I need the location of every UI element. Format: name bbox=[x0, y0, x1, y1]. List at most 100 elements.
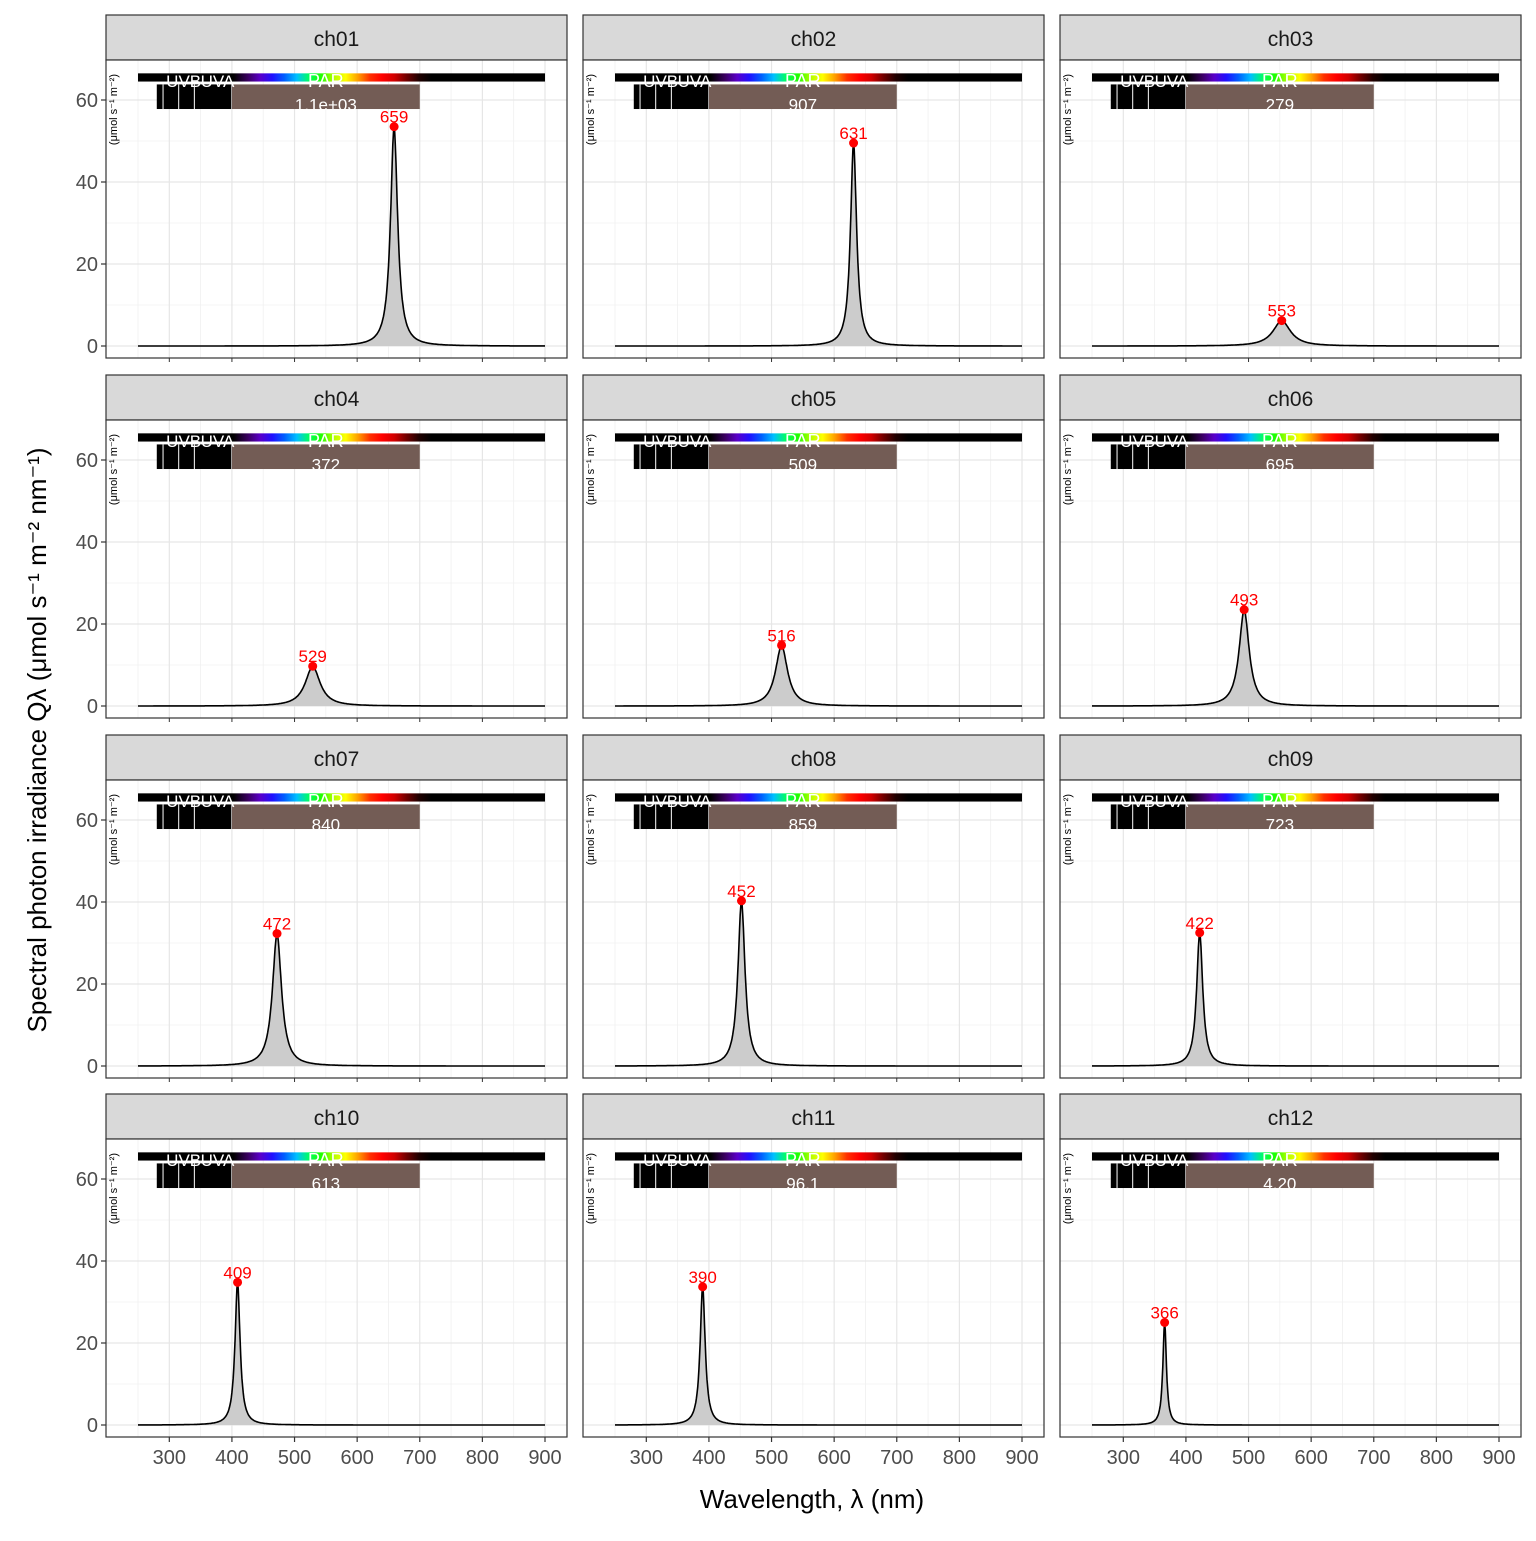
x-tick-label: 600 bbox=[817, 1447, 850, 1469]
band-unit-label: (μmol s⁻¹ m⁻²) bbox=[1062, 794, 1074, 865]
par-value-label: 279 bbox=[1266, 96, 1294, 115]
panel-ch12: ch12 UVB UVA PAR 4.20 (μmol s⁻¹ m⁻²) 366 300 400… bbox=[1059, 1093, 1522, 1469]
spectrum-line-ch05 bbox=[615, 644, 1022, 707]
band-label-uva: UVA bbox=[678, 72, 712, 91]
spectrum-colour-bar bbox=[1092, 1152, 1499, 1161]
facet-strip bbox=[1059, 374, 1522, 421]
panel-border bbox=[582, 419, 1045, 719]
facet-title: ch03 bbox=[1268, 28, 1314, 51]
spectrum-line-ch08 bbox=[615, 900, 1022, 1067]
y-tick-label: 60 bbox=[76, 450, 98, 472]
band-label-uvb: UVB bbox=[166, 432, 201, 451]
uva-box bbox=[1132, 804, 1186, 830]
uva-box bbox=[178, 804, 232, 830]
uva-box bbox=[1132, 84, 1186, 110]
band-label-uva: UVA bbox=[1155, 792, 1189, 811]
uvb-box bbox=[633, 444, 656, 470]
band-label-uva: UVA bbox=[1155, 72, 1189, 91]
band-label-uvb: UVB bbox=[643, 432, 678, 451]
panel-ch03: ch03 UVB UVA PAR 279 (μmol s⁻¹ m⁻²) 553 bbox=[1059, 14, 1522, 362]
axis-titles: Wavelength, λ (nm) Spectral photon irrad… bbox=[22, 448, 924, 1514]
peak-label-ch08: 452 bbox=[727, 882, 755, 901]
band-label-par: PAR bbox=[1262, 1150, 1298, 1170]
plot-background bbox=[106, 60, 567, 358]
band-label-par: PAR bbox=[1262, 71, 1298, 91]
y-tick-label: 20 bbox=[76, 614, 98, 636]
par-box bbox=[708, 1163, 897, 1189]
band-label-uva: UVA bbox=[678, 792, 712, 811]
facet-title: ch07 bbox=[314, 748, 360, 771]
spectrum-area-ch10 bbox=[138, 1282, 545, 1425]
par-value-label: 4.20 bbox=[1263, 1175, 1296, 1194]
par-value-label: 695 bbox=[1266, 456, 1294, 475]
par-value-label: 840 bbox=[312, 816, 340, 835]
par-box bbox=[708, 804, 897, 830]
band-label-uvb: UVB bbox=[166, 1151, 201, 1170]
panel-ch11: ch11 UVB UVA PAR 96.1 (μmol s⁻¹ m⁻²) 390 300 400… bbox=[582, 1093, 1045, 1469]
spectrum-colour-bar bbox=[615, 433, 1022, 442]
peak-point-ch01 bbox=[389, 122, 399, 132]
peak-label-ch11: 390 bbox=[688, 1268, 716, 1287]
plot-background bbox=[1060, 1139, 1521, 1437]
band-label-uvb: UVB bbox=[643, 72, 678, 91]
x-tick-label: 400 bbox=[1169, 1447, 1202, 1469]
uvb-box bbox=[156, 84, 179, 110]
panel-border bbox=[105, 779, 568, 1079]
uvb-box bbox=[1110, 1163, 1133, 1189]
panel-border bbox=[105, 1138, 568, 1438]
peak-label-ch04: 529 bbox=[299, 647, 327, 666]
panel-border bbox=[105, 59, 568, 359]
spectrum-line-ch01 bbox=[138, 126, 545, 347]
peak-point-ch10 bbox=[233, 1277, 243, 1287]
panel-ch01: ch01 UVB UVA PAR 1.1e+03 (μmol s⁻¹ m⁻²) 659 0 20… bbox=[76, 14, 568, 362]
x-tick-label: 800 bbox=[943, 1447, 976, 1469]
panel-border bbox=[1059, 419, 1522, 719]
x-tick-label: 500 bbox=[1232, 1447, 1265, 1469]
peak-point-ch04 bbox=[308, 661, 318, 671]
x-tick-label: 400 bbox=[692, 1447, 725, 1469]
peak-point-ch07 bbox=[272, 929, 282, 939]
y-tick-label: 40 bbox=[76, 532, 98, 554]
peak-point-ch09 bbox=[1195, 928, 1205, 938]
spectrum-line-ch11 bbox=[615, 1286, 1022, 1426]
band-label-uva: UVA bbox=[678, 432, 712, 451]
y-tick-label: 40 bbox=[76, 1251, 98, 1273]
uva-box bbox=[655, 804, 709, 830]
band-unit-label: (μmol s⁻¹ m⁻²) bbox=[585, 794, 597, 865]
y-tick-label: 0 bbox=[87, 336, 98, 358]
x-tick-label: 500 bbox=[755, 1447, 788, 1469]
facet-strip bbox=[105, 1093, 568, 1140]
peak-point-ch12 bbox=[1160, 1318, 1170, 1327]
facet-title: ch08 bbox=[791, 748, 837, 771]
uva-box bbox=[178, 1163, 232, 1189]
facet-title: ch10 bbox=[314, 1107, 360, 1130]
band-label-uva: UVA bbox=[201, 432, 235, 451]
facet-strip bbox=[105, 14, 568, 61]
uva-box bbox=[178, 84, 232, 110]
peak-label-ch01: 659 bbox=[380, 108, 408, 127]
par-box bbox=[1185, 1163, 1374, 1189]
y-tick-label: 0 bbox=[87, 696, 98, 718]
uvb-box bbox=[156, 444, 179, 470]
spectrum-colour-bar bbox=[138, 1152, 545, 1161]
x-tick-label: 800 bbox=[466, 1447, 499, 1469]
panel-border bbox=[582, 779, 1045, 1079]
panel-border bbox=[582, 1138, 1045, 1438]
y-tick-label: 60 bbox=[76, 90, 98, 112]
band-label-uva: UVA bbox=[201, 792, 235, 811]
panel-ch09: ch09 UVB UVA PAR 723 (μmol s⁻¹ m⁻²) 422 bbox=[1059, 734, 1522, 1082]
band-label-par: PAR bbox=[308, 1150, 344, 1170]
spectrum-area-ch03 bbox=[1092, 320, 1499, 346]
x-tick-label: 300 bbox=[153, 1447, 186, 1469]
band-label-uva: UVA bbox=[1155, 432, 1189, 451]
plot-background bbox=[583, 420, 1044, 718]
plot-background bbox=[583, 780, 1044, 1078]
spectrum-colour-bar bbox=[138, 793, 545, 802]
par-value-label: 723 bbox=[1266, 816, 1294, 835]
spectrum-colour-bar bbox=[138, 73, 545, 82]
peak-point-ch05 bbox=[777, 640, 787, 650]
peak-label-ch06: 493 bbox=[1230, 591, 1258, 610]
band-unit-label: (μmol s⁻¹ m⁻²) bbox=[108, 74, 120, 145]
y-tick-label: 60 bbox=[76, 810, 98, 832]
